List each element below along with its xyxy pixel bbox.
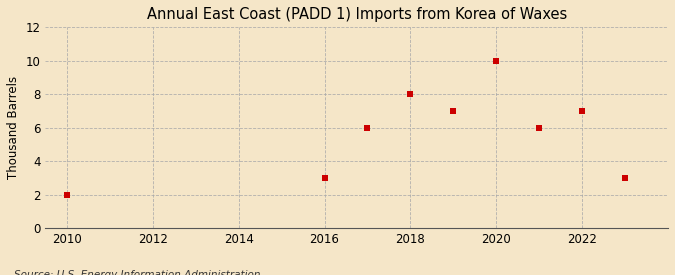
Point — [362, 125, 373, 130]
Point — [448, 109, 459, 113]
Y-axis label: Thousand Barrels: Thousand Barrels — [7, 76, 20, 179]
Point — [319, 176, 330, 180]
Point — [534, 125, 545, 130]
Title: Annual East Coast (PADD 1) Imports from Korea of Waxes: Annual East Coast (PADD 1) Imports from … — [146, 7, 567, 22]
Point — [405, 92, 416, 97]
Text: Source: U.S. Energy Information Administration: Source: U.S. Energy Information Administ… — [14, 271, 260, 275]
Point — [576, 109, 587, 113]
Point — [620, 176, 630, 180]
Point — [491, 59, 502, 63]
Point — [61, 192, 72, 197]
